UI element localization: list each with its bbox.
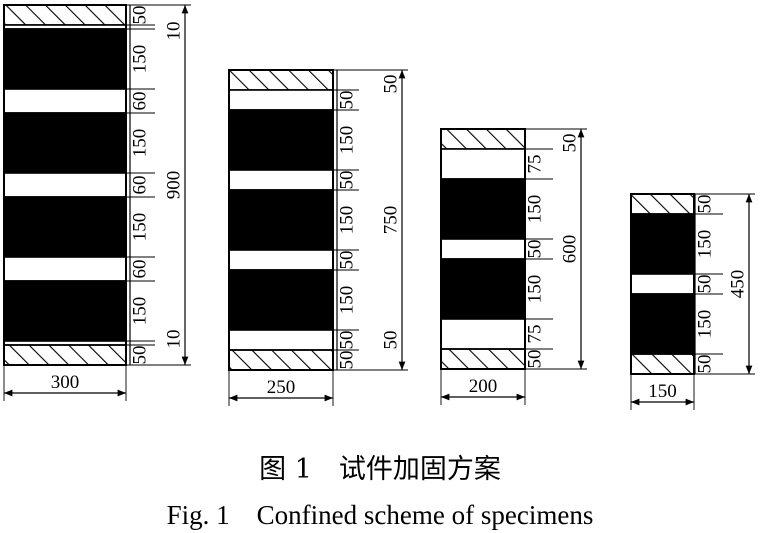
- concrete-gap: [228, 89, 334, 111]
- segment-dimension-label: 150: [695, 310, 716, 339]
- cfrp-strip: [228, 109, 334, 171]
- specimen-outline: [3, 4, 127, 366]
- outer-dimension-label: 50: [381, 75, 402, 94]
- specimen-outline: [228, 69, 334, 371]
- segment-dimension-label: 150: [130, 297, 151, 326]
- segment-dimension-label: 50: [695, 275, 716, 294]
- outer-dimension-label: 10: [164, 22, 185, 41]
- segment-dimension-label: 150: [337, 126, 358, 155]
- concrete-gap: [3, 88, 127, 114]
- loading-plate: [228, 349, 334, 371]
- cfrp-strip: [3, 28, 127, 90]
- segment-dimension-label: 50: [337, 251, 358, 270]
- segment-dimension-label: 60: [130, 176, 151, 195]
- segment-dimension-label: 150: [525, 275, 546, 304]
- loading-plate: [630, 353, 695, 375]
- outer-dimension-label: 50: [560, 134, 581, 153]
- concrete-gap: [228, 249, 334, 271]
- segment-dimension-label: 50: [337, 351, 358, 370]
- segment-dimension-label: 50: [695, 195, 716, 214]
- concrete-gap: [440, 238, 526, 260]
- figure-caption-en: Fig. 1 Confined scheme of specimens: [166, 500, 594, 530]
- loading-plate: [630, 193, 695, 215]
- cfrp-strip: [440, 258, 526, 320]
- segment-dimension-label: 75: [525, 325, 546, 344]
- segment-dimension-label: 50: [525, 240, 546, 259]
- specimen-300: 50 150 60 150 60 150 60 150 50 900 10 10 300: [3, 4, 191, 401]
- concrete-gap: [3, 256, 127, 282]
- segment-dimension-label: 150: [130, 45, 151, 74]
- segment-dimension-label: 150: [337, 206, 358, 235]
- segment-dimension-label: 150: [337, 286, 358, 315]
- width-dimension-label: 300: [51, 372, 80, 393]
- specimen-200: 75 150 50 150 75 50 600 50 200: [440, 128, 587, 405]
- segment-dimension-label: 150: [130, 213, 151, 242]
- width-dimension-label: 250: [267, 377, 296, 398]
- segment-dimension-label: 50: [130, 346, 151, 365]
- segment-dimension-label: 150: [695, 230, 716, 259]
- segment-dimension-label: 150: [525, 195, 546, 224]
- segment-dimension-label: 50: [525, 350, 546, 369]
- concrete-gap: [3, 172, 127, 198]
- specimen-outline: [630, 193, 695, 375]
- segment-dimension-label: 50: [695, 355, 716, 374]
- loading-plate: [228, 69, 334, 91]
- segment-dimension-label: 50: [337, 171, 358, 190]
- segment-dimension-label: 50: [130, 6, 151, 25]
- loading-plate: [440, 348, 526, 370]
- cfrp-strip: [440, 178, 526, 240]
- concrete-gap: [440, 318, 526, 350]
- segment-dimension-label: 75: [525, 155, 546, 174]
- segment-dimension-label: 150: [130, 129, 151, 158]
- segment-dimension-label: 60: [130, 260, 151, 279]
- concrete-gap: [630, 273, 695, 295]
- specimen-150: 50 150 50 150 50 450 150: [630, 193, 755, 410]
- width-dimension-label: 150: [648, 381, 677, 402]
- loading-plate: [3, 4, 127, 26]
- total-dimension-label: 600: [560, 235, 581, 264]
- cfrp-strip: [3, 112, 127, 174]
- cfrp-strip: [630, 213, 695, 275]
- width-dimension-label: 200: [469, 376, 498, 397]
- segment-dimension-label: 50: [337, 91, 358, 110]
- outer-dimension-label: 10: [164, 330, 185, 349]
- loading-plate: [440, 128, 526, 150]
- total-dimension-label: 450: [728, 270, 749, 299]
- outer-dimension-label: 50: [381, 331, 402, 350]
- total-dimension-label: 900: [164, 171, 185, 200]
- cfrp-strip: [228, 269, 334, 331]
- specimen-diagram: 50 150 60 150 60 150 60 150 50 900 10 10 300 50 150 50 1…: [3, 4, 755, 410]
- segment-dimension-label: 50: [337, 331, 358, 350]
- segment-dimension-label: 60: [130, 92, 151, 111]
- concrete-gap: [440, 148, 526, 180]
- cfrp-strip: [3, 196, 127, 258]
- cfrp-strip: [228, 189, 334, 251]
- concrete-gap: [228, 329, 334, 351]
- figure-caption-cn: 图 1 试件加固方案: [259, 454, 501, 485]
- total-dimension-label: 750: [381, 206, 402, 235]
- concrete-gap: [228, 169, 334, 191]
- loading-plate: [3, 344, 127, 366]
- cfrp-strip: [3, 280, 127, 342]
- cfrp-strip: [630, 293, 695, 355]
